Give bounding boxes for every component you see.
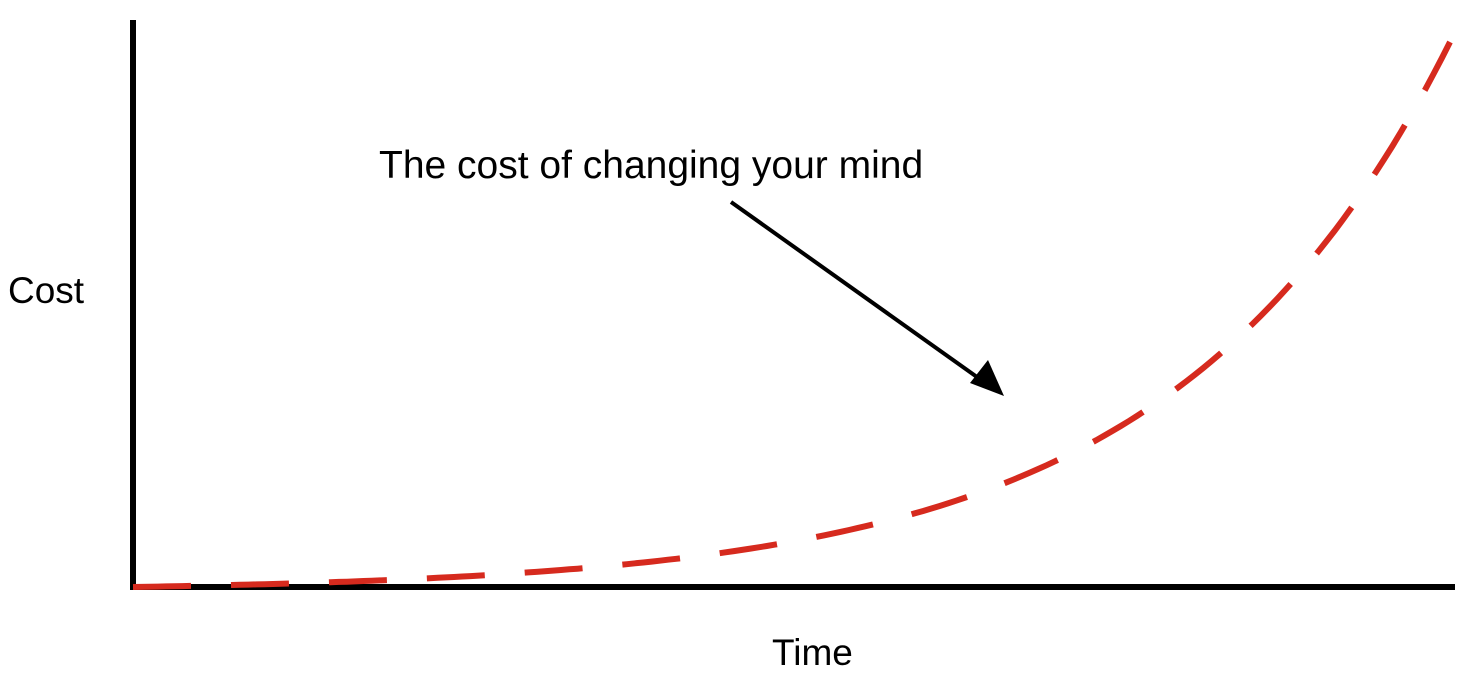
- cost-curve-series: [132, 40, 1453, 590]
- annotation-arrow: [729, 200, 1004, 396]
- annotation-text: The cost of changing your mind: [379, 144, 923, 187]
- x-axis-label: Time: [772, 632, 853, 673]
- y-axis-label: Cost: [8, 270, 85, 311]
